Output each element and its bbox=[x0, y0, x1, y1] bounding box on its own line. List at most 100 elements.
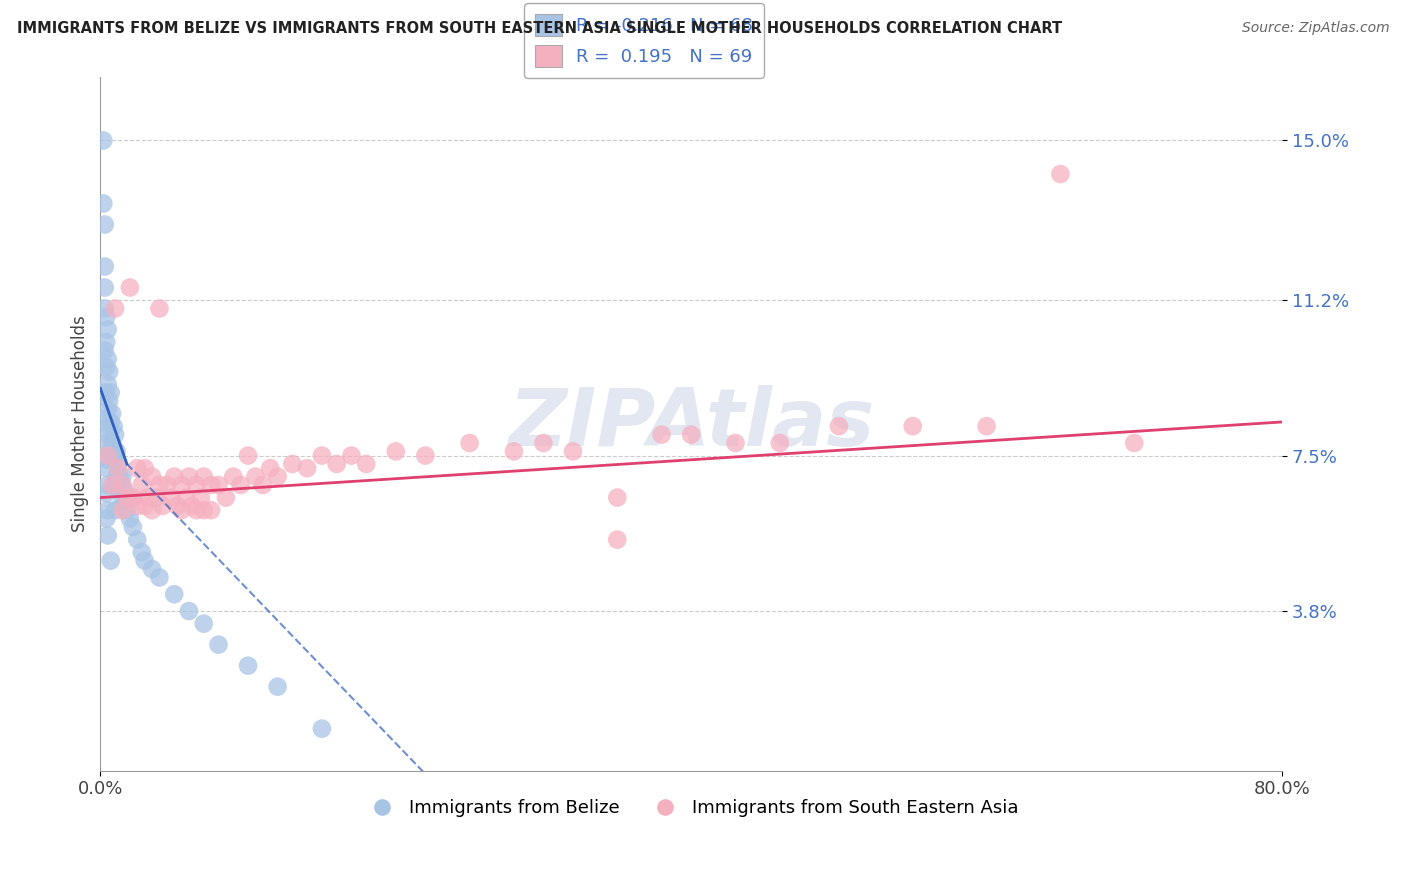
Point bbox=[97, 528, 120, 542]
Point bbox=[177, 469, 200, 483]
Point bbox=[1049, 167, 1071, 181]
Point bbox=[207, 478, 229, 492]
Point bbox=[110, 478, 132, 492]
Point bbox=[111, 469, 134, 483]
Point bbox=[104, 301, 127, 316]
Point bbox=[681, 427, 703, 442]
Point bbox=[96, 385, 118, 400]
Point bbox=[131, 545, 153, 559]
Point bbox=[104, 452, 127, 467]
Point bbox=[533, 436, 555, 450]
Point bbox=[112, 482, 135, 496]
Point bbox=[103, 449, 125, 463]
Point bbox=[101, 478, 124, 492]
Point bbox=[295, 461, 318, 475]
Point bbox=[145, 491, 167, 505]
Point bbox=[148, 478, 170, 492]
Point bbox=[91, 196, 114, 211]
Point bbox=[107, 482, 129, 496]
Point bbox=[127, 533, 149, 547]
Point bbox=[150, 499, 173, 513]
Point bbox=[266, 469, 288, 483]
Point bbox=[828, 419, 851, 434]
Point bbox=[107, 457, 129, 471]
Point bbox=[229, 478, 252, 492]
Point bbox=[96, 461, 118, 475]
Point bbox=[136, 491, 159, 505]
Point bbox=[207, 638, 229, 652]
Point bbox=[170, 503, 193, 517]
Point bbox=[166, 499, 188, 513]
Point bbox=[190, 491, 212, 505]
Text: Source: ZipAtlas.com: Source: ZipAtlas.com bbox=[1241, 21, 1389, 36]
Point bbox=[148, 301, 170, 316]
Point bbox=[94, 449, 117, 463]
Point bbox=[177, 604, 200, 618]
Point bbox=[134, 499, 156, 513]
Point bbox=[141, 469, 163, 483]
Legend: Immigrants from Belize, Immigrants from South Eastern Asia: Immigrants from Belize, Immigrants from … bbox=[357, 791, 1025, 824]
Point bbox=[96, 486, 118, 500]
Point bbox=[222, 469, 245, 483]
Point bbox=[104, 478, 127, 492]
Point bbox=[340, 449, 363, 463]
Point bbox=[127, 461, 149, 475]
Point bbox=[193, 469, 215, 483]
Text: IMMIGRANTS FROM BELIZE VS IMMIGRANTS FROM SOUTH EASTERN ASIA SINGLE MOTHER HOUSE: IMMIGRANTS FROM BELIZE VS IMMIGRANTS FRO… bbox=[17, 21, 1062, 37]
Point bbox=[458, 436, 481, 450]
Point bbox=[94, 280, 117, 294]
Point bbox=[186, 503, 208, 517]
Point bbox=[170, 478, 193, 492]
Point bbox=[100, 444, 122, 458]
Point bbox=[108, 469, 131, 483]
Point bbox=[98, 419, 121, 434]
Point bbox=[724, 436, 747, 450]
Point bbox=[97, 351, 120, 366]
Point bbox=[160, 491, 183, 505]
Point bbox=[94, 343, 117, 358]
Point bbox=[163, 469, 186, 483]
Point bbox=[96, 436, 118, 450]
Point bbox=[97, 478, 120, 492]
Point bbox=[127, 499, 149, 513]
Point bbox=[100, 415, 122, 429]
Point bbox=[503, 444, 526, 458]
Point bbox=[118, 511, 141, 525]
Point bbox=[104, 427, 127, 442]
Point bbox=[259, 461, 281, 475]
Point bbox=[97, 449, 120, 463]
Point bbox=[193, 503, 215, 517]
Point bbox=[97, 452, 120, 467]
Point bbox=[186, 478, 208, 492]
Point bbox=[115, 503, 138, 517]
Point bbox=[104, 503, 127, 517]
Point bbox=[121, 520, 143, 534]
Point bbox=[118, 491, 141, 505]
Point bbox=[134, 461, 156, 475]
Point bbox=[606, 533, 628, 547]
Point bbox=[97, 427, 120, 442]
Point bbox=[111, 478, 134, 492]
Point bbox=[354, 457, 377, 471]
Point bbox=[98, 394, 121, 409]
Point bbox=[1123, 436, 1146, 450]
Point bbox=[413, 449, 436, 463]
Point bbox=[141, 562, 163, 576]
Point bbox=[94, 301, 117, 316]
Point bbox=[94, 385, 117, 400]
Point bbox=[252, 478, 274, 492]
Point bbox=[97, 503, 120, 517]
Point bbox=[215, 491, 238, 505]
Point bbox=[96, 511, 118, 525]
Point bbox=[141, 503, 163, 517]
Point bbox=[101, 407, 124, 421]
Point bbox=[163, 587, 186, 601]
Point bbox=[114, 495, 136, 509]
Point bbox=[100, 553, 122, 567]
Point bbox=[311, 449, 333, 463]
Point bbox=[96, 310, 118, 324]
Point bbox=[121, 491, 143, 505]
Point bbox=[193, 616, 215, 631]
Point bbox=[325, 457, 347, 471]
Point bbox=[384, 444, 406, 458]
